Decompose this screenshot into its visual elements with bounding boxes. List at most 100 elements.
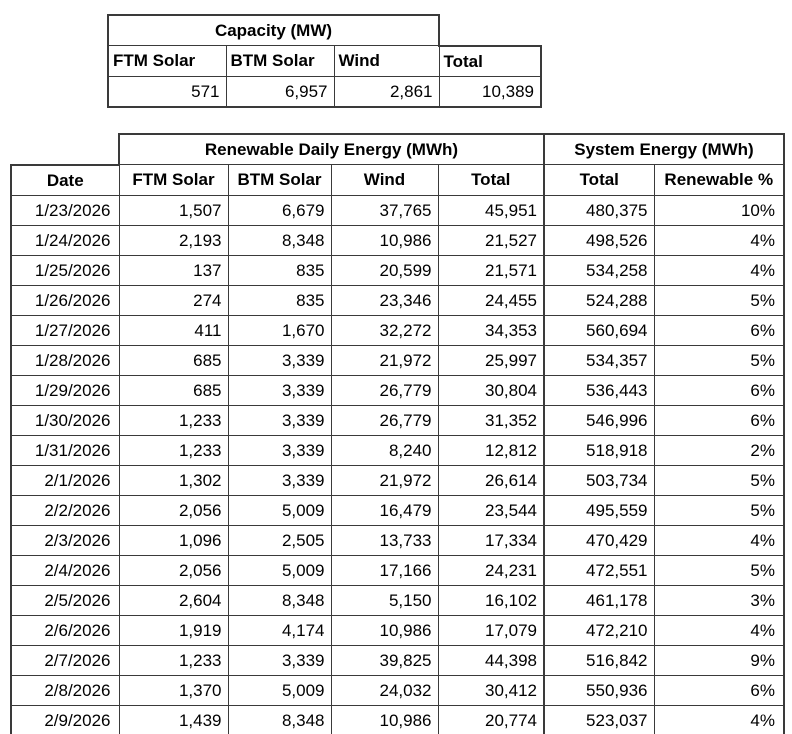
wind-cell: 8,240 [330, 434, 439, 466]
wind-cell: 5,150 [330, 584, 439, 616]
ftm-solar-cell: 685 [118, 374, 229, 406]
renewable-total-cell: 25,997 [437, 344, 545, 376]
capacity-table-container: Capacity (MW) FTM Solar BTM Solar Wind T… [107, 14, 542, 108]
renewable-total-cell: 26,614 [437, 464, 545, 496]
ftm-solar-cell: 1,233 [118, 404, 229, 436]
renewable-pct-cell: 4% [653, 614, 785, 646]
renewable-total-cell: 34,353 [437, 314, 545, 346]
date-cell: 2/3/2026 [10, 524, 120, 556]
system-total-cell: 480,375 [543, 194, 655, 226]
system-total-cell: 546,996 [543, 404, 655, 436]
system-group-header: System Energy (MWh) [543, 133, 785, 165]
capacity-group-header-row: Capacity (MW) [107, 14, 541, 46]
renewable-total-cell: 17,079 [437, 614, 545, 646]
ftm-solar-cell: 411 [118, 314, 229, 346]
renewable-pct-cell: 10% [653, 194, 785, 226]
capacity-blank-cell [439, 15, 541, 46]
renewable-total-cell: 21,527 [437, 224, 545, 256]
date-cell: 2/6/2026 [10, 614, 120, 646]
date-cell: 2/4/2026 [10, 554, 120, 586]
renewable-pct-cell: 5% [653, 464, 785, 496]
system-total-cell: 560,694 [543, 314, 655, 346]
energy-group-header-row: Renewable Daily Energy (MWh) System Ener… [11, 133, 785, 165]
date-cell: 1/31/2026 [10, 434, 120, 466]
renewable-pct-cell: 4% [653, 224, 785, 256]
renewable-pct-cell: 4% [653, 704, 785, 734]
btm-solar-cell: 2,505 [227, 524, 332, 556]
system-total-cell: 470,429 [543, 524, 655, 556]
btm-solar-cell: 3,339 [227, 644, 332, 676]
wind-cell: 24,032 [330, 674, 439, 706]
system-total-cell: 524,288 [543, 284, 655, 316]
capacity-value-wind: 2,861 [333, 75, 440, 108]
energy-blank-cell [11, 134, 119, 165]
wind-cell: 13,733 [330, 524, 439, 556]
btm-solar-cell: 4,174 [227, 614, 332, 646]
date-cell: 1/28/2026 [10, 344, 120, 376]
table-row: 2/6/2026 1,919 4,174 10,986 17,079 472,210 4% [10, 614, 785, 646]
system-total-cell: 472,210 [543, 614, 655, 646]
ftm-solar-cell: 1,919 [118, 614, 229, 646]
btm-solar-cell: 3,339 [227, 374, 332, 406]
capacity-col-header-wind: Wind [333, 45, 440, 77]
ftm-solar-cell: 1,507 [118, 194, 229, 226]
capacity-table: Capacity (MW) FTM Solar BTM Solar Wind T… [107, 14, 542, 108]
system-total-cell: 534,357 [543, 344, 655, 376]
btm-solar-cell: 3,339 [227, 464, 332, 496]
energy-table-body: 1/23/2026 1,507 6,679 37,765 45,951 480,375 10… [10, 194, 785, 734]
date-cell: 1/30/2026 [10, 404, 120, 436]
table-row: 1/30/2026 1,233 3,339 26,779 31,352 546,996 6% [10, 404, 785, 436]
btm-solar-cell: 6,679 [227, 194, 332, 226]
renewable-pct-cell: 5% [653, 494, 785, 526]
btm-solar-cell: 1,670 [227, 314, 332, 346]
date-cell: 1/27/2026 [10, 314, 120, 346]
table-row: 1/23/2026 1,507 6,679 37,765 45,951 480,375 10… [10, 194, 785, 226]
table-row: 2/7/2026 1,233 3,339 39,825 44,398 516,842 9% [10, 644, 785, 676]
ftm-solar-cell: 1,302 [118, 464, 229, 496]
btm-solar-cell: 3,339 [227, 404, 332, 436]
date-cell: 2/9/2026 [10, 704, 120, 734]
date-cell: 2/5/2026 [10, 584, 120, 616]
wind-cell: 21,972 [330, 344, 439, 376]
wind-cell: 10,986 [330, 704, 439, 734]
renewable-total-cell: 45,951 [437, 194, 545, 226]
capacity-values-row: 571 6,957 2,861 10,389 [107, 75, 542, 108]
ftm-solar-cell: 685 [118, 344, 229, 376]
system-total-cell: 518,918 [543, 434, 655, 466]
renewable-pct-cell: 6% [653, 674, 785, 706]
col-header-renewable-total: Total [437, 164, 545, 196]
wind-cell: 16,479 [330, 494, 439, 526]
table-row: 1/26/2026 274 835 23,346 24,455 524,288 5% [10, 284, 785, 316]
table-row: 2/9/2026 1,439 8,348 10,986 20,774 523,037 4% [10, 704, 785, 734]
table-row: 1/31/2026 1,233 3,339 8,240 12,812 518,918 2% [10, 434, 785, 466]
capacity-group-header: Capacity (MW) [107, 14, 440, 46]
system-total-cell: 534,258 [543, 254, 655, 286]
ftm-solar-cell: 1,096 [118, 524, 229, 556]
date-cell: 2/1/2026 [10, 464, 120, 496]
renewable-pct-cell: 6% [653, 374, 785, 406]
table-row: 2/8/2026 1,370 5,009 24,032 30,412 550,936 6% [10, 674, 785, 706]
capacity-col-header-ftm-solar: FTM Solar [107, 45, 227, 77]
ftm-solar-cell: 1,233 [118, 644, 229, 676]
renewable-total-cell: 30,412 [437, 674, 545, 706]
btm-solar-cell: 5,009 [227, 494, 332, 526]
system-total-cell: 472,551 [543, 554, 655, 586]
date-cell: 1/23/2026 [10, 194, 120, 226]
btm-solar-cell: 3,339 [227, 344, 332, 376]
ftm-solar-cell: 2,604 [118, 584, 229, 616]
table-row: 1/27/2026 411 1,670 32,272 34,353 560,694 6% [10, 314, 785, 346]
renewable-total-cell: 31,352 [437, 404, 545, 436]
table-row: 2/1/2026 1,302 3,339 21,972 26,614 503,734 5% [10, 464, 785, 496]
renewable-total-cell: 24,455 [437, 284, 545, 316]
renewable-pct-cell: 5% [653, 344, 785, 376]
ftm-solar-cell: 2,056 [118, 494, 229, 526]
renewable-total-cell: 30,804 [437, 374, 545, 406]
col-header-ftm-solar: FTM Solar [118, 164, 229, 196]
renewable-total-cell: 44,398 [437, 644, 545, 676]
col-header-wind: Wind [330, 164, 439, 196]
ftm-solar-cell: 1,370 [118, 674, 229, 706]
btm-solar-cell: 8,348 [227, 224, 332, 256]
btm-solar-cell: 5,009 [227, 674, 332, 706]
energy-table-container: Renewable Daily Energy (MWh) System Ener… [10, 133, 785, 734]
system-total-cell: 461,178 [543, 584, 655, 616]
